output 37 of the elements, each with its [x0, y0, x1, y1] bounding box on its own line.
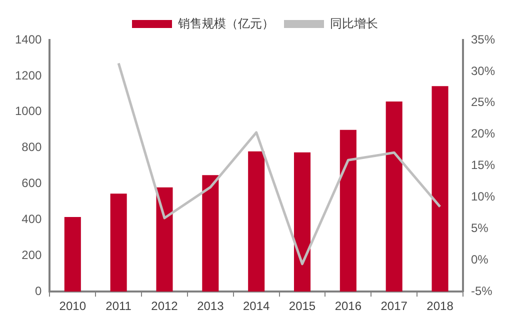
y2-tick-label: -5%	[470, 284, 493, 298]
y-tick-label: 0	[35, 284, 42, 298]
x-tick-label: 2012	[151, 299, 178, 314]
y2-tick-label: 15%	[470, 158, 496, 172]
y-tick-label: 400	[22, 212, 42, 226]
y-tick-label: 1000	[14, 104, 42, 118]
x-tick-label: 2015	[288, 299, 316, 314]
bar	[202, 175, 219, 292]
bar	[294, 152, 311, 292]
y-tick-label: 1200	[14, 68, 42, 82]
y-tick-label: 1400	[14, 32, 42, 46]
legend-label: 同比增长	[330, 16, 378, 30]
y-tick-label: 600	[22, 176, 42, 190]
y2-tick-label: 35%	[470, 32, 496, 46]
x-tick-label: 2013	[197, 299, 224, 314]
x-tick-label: 2018	[426, 299, 454, 314]
bar	[110, 194, 127, 292]
legend-label: 销售规模（亿元）	[177, 16, 274, 30]
y2-tick-label: 20%	[470, 126, 496, 141]
bar	[340, 130, 356, 292]
y-tick-label: 800	[22, 140, 42, 154]
x-tick-label: 2014	[242, 299, 270, 314]
x-tick-label: 2017	[380, 299, 408, 314]
y2-tick-label: 5%	[470, 221, 489, 236]
bar	[156, 187, 173, 292]
y2-tick-label: 30%	[470, 64, 496, 78]
bar	[386, 101, 402, 292]
y2-tick-label: 25%	[470, 95, 496, 110]
bar	[64, 217, 81, 292]
y-tick-label: 200	[22, 248, 42, 262]
y2-tick-label: 0%	[470, 252, 489, 266]
x-tick-label: 2010	[59, 299, 86, 314]
x-tick-label: 2016	[334, 299, 362, 314]
x-tick-label: 2011	[106, 299, 132, 314]
bar	[248, 151, 265, 292]
y2-tick-label: 10%	[470, 190, 496, 204]
bar	[432, 86, 448, 292]
